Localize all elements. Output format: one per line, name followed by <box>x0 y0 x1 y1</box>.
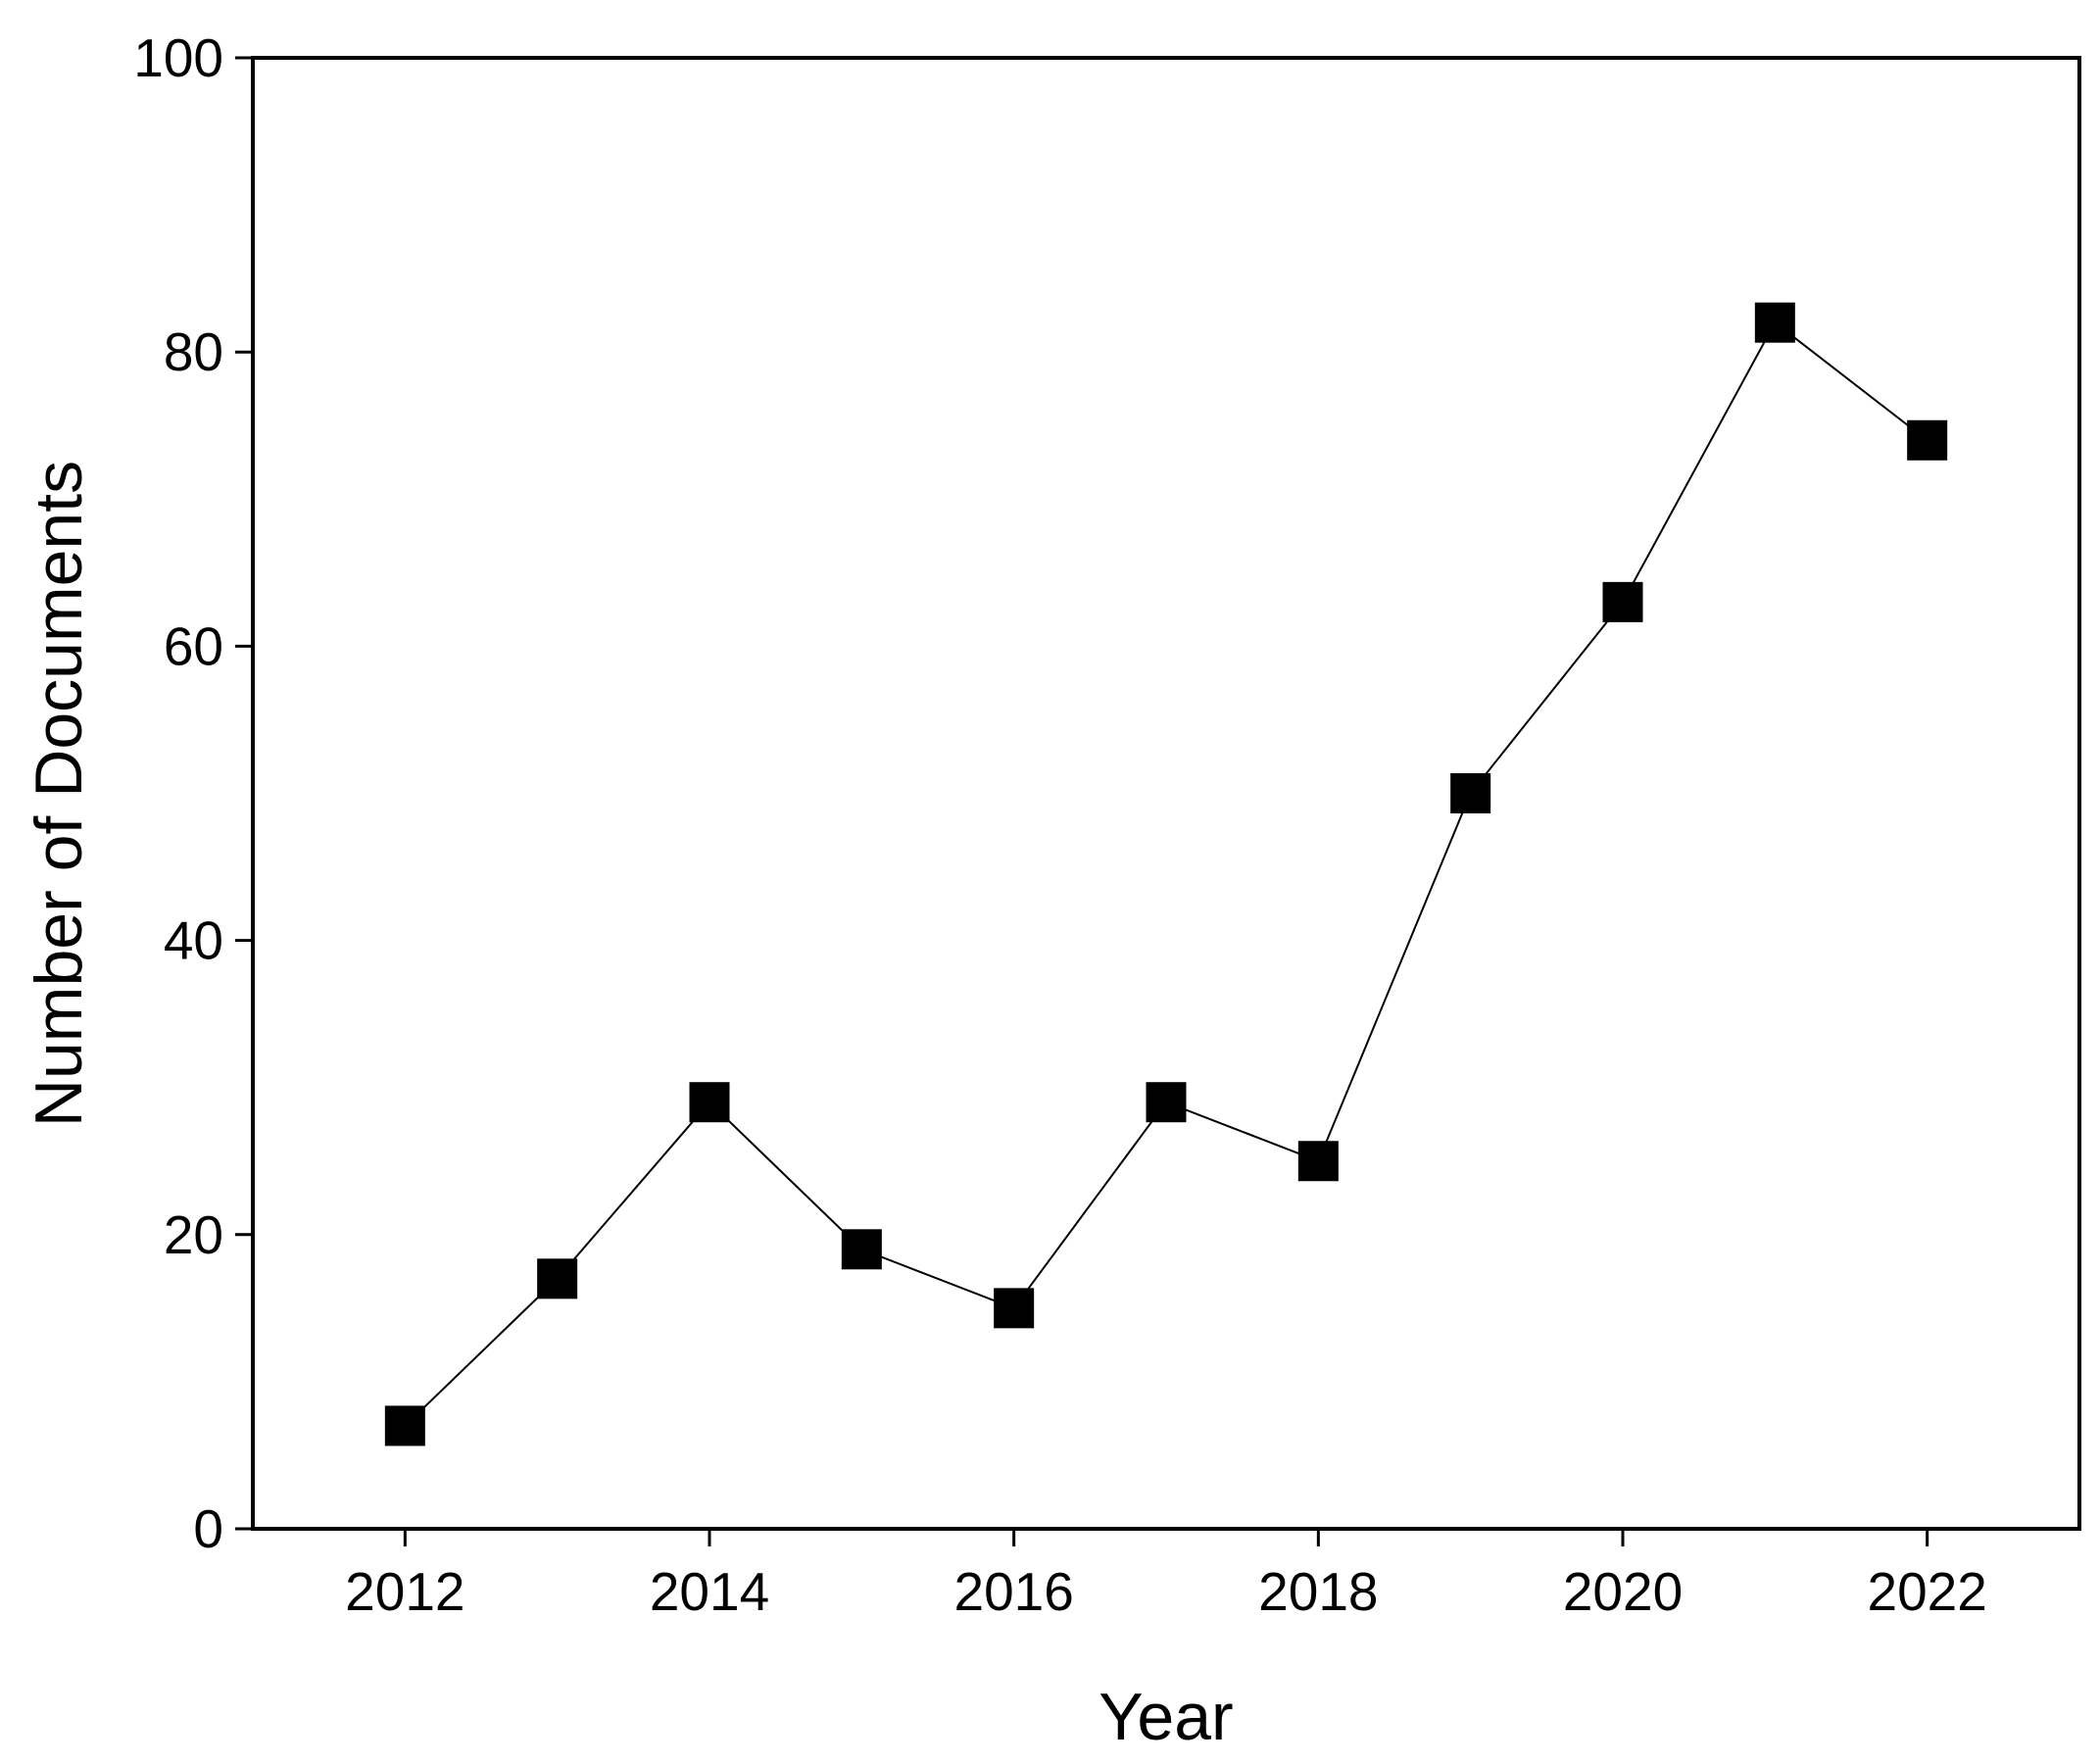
y-tick-label: 100 <box>133 27 223 88</box>
y-axis-title: Number of Documents <box>22 461 96 1127</box>
y-tick-label: 20 <box>164 1204 223 1265</box>
y-tick-label: 40 <box>164 910 223 971</box>
data-point <box>1907 419 1948 461</box>
data-point <box>537 1258 578 1299</box>
x-tick-label: 2018 <box>1258 1561 1378 1622</box>
plot-frame <box>251 56 2081 1531</box>
data-point <box>994 1288 1035 1329</box>
data-point <box>384 1405 425 1446</box>
data-point <box>1450 773 1491 813</box>
data-point <box>841 1229 882 1270</box>
x-tick-label: 2022 <box>1867 1561 1986 1622</box>
data-point <box>1602 581 1643 622</box>
data-point <box>1297 1141 1339 1182</box>
x-tick-label: 2020 <box>1563 1561 1683 1622</box>
y-tick-label: 80 <box>164 321 223 382</box>
y-tick-label: 60 <box>164 615 223 676</box>
data-point <box>689 1082 730 1123</box>
y-tick-label: 0 <box>193 1498 223 1559</box>
data-point <box>1754 302 1795 343</box>
x-tick-label: 2012 <box>345 1561 464 1622</box>
x-tick-label: 2014 <box>650 1561 769 1622</box>
x-tick-label: 2016 <box>953 1561 1073 1622</box>
data-point <box>1146 1082 1187 1123</box>
x-axis-title: Year <box>1099 1680 1233 1754</box>
data-line <box>404 320 1929 1427</box>
